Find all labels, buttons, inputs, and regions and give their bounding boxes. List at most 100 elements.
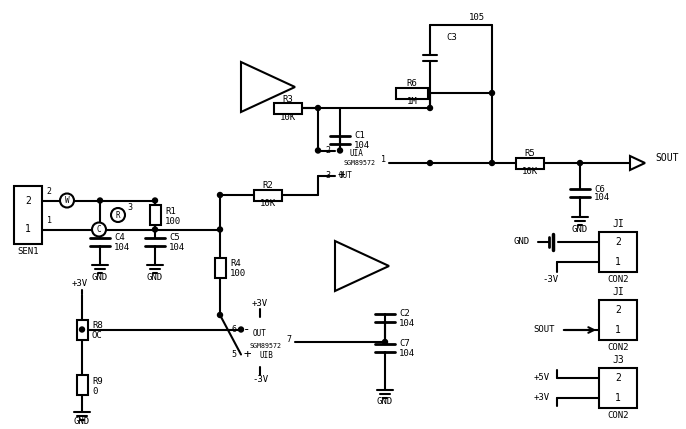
Text: 3: 3 (128, 202, 132, 211)
Text: 1: 1 (615, 325, 621, 335)
Bar (215, 258, 226, 278)
Text: C1: C1 (354, 132, 365, 141)
Circle shape (92, 223, 106, 236)
Text: GND: GND (74, 417, 90, 426)
Text: 2: 2 (615, 305, 621, 315)
Text: C6: C6 (594, 184, 605, 193)
Text: 2: 2 (615, 373, 621, 383)
Text: C3: C3 (447, 33, 458, 42)
Text: +: + (244, 348, 251, 361)
Text: 105: 105 (469, 12, 485, 21)
Text: 104: 104 (169, 242, 185, 251)
Circle shape (427, 106, 432, 111)
Text: 1: 1 (381, 155, 386, 164)
Text: 104: 104 (354, 141, 370, 149)
Text: 7: 7 (287, 335, 292, 344)
Text: R3: R3 (283, 94, 294, 103)
Bar (274, 103, 302, 114)
Text: GND: GND (572, 224, 588, 233)
Circle shape (97, 198, 102, 203)
Text: OUT: OUT (253, 329, 267, 338)
Circle shape (578, 160, 582, 166)
Text: 1: 1 (615, 393, 621, 403)
Text: SGM89572: SGM89572 (249, 343, 281, 349)
Bar (396, 88, 428, 99)
Text: CON2: CON2 (607, 411, 629, 420)
Text: C7: C7 (399, 339, 410, 348)
Circle shape (217, 312, 222, 317)
Text: +3V: +3V (252, 299, 268, 308)
Text: 6: 6 (231, 325, 237, 334)
Text: +3V: +3V (72, 280, 88, 288)
Text: 1: 1 (47, 216, 51, 225)
Text: -: - (338, 144, 345, 157)
Text: CON2: CON2 (607, 275, 629, 284)
Circle shape (490, 160, 495, 166)
Text: GND: GND (377, 398, 393, 407)
Text: 2: 2 (615, 237, 621, 247)
Text: 104: 104 (399, 348, 415, 357)
Bar (599, 368, 637, 408)
Text: 100: 100 (230, 269, 246, 278)
Bar (599, 232, 637, 272)
Text: 10K: 10K (260, 199, 276, 208)
Text: R2: R2 (263, 181, 274, 190)
Text: 100: 100 (165, 217, 181, 226)
Text: SGM89572: SGM89572 (343, 160, 375, 166)
Text: 1: 1 (25, 224, 31, 235)
Text: W: W (64, 196, 69, 205)
Text: UIA: UIA (349, 148, 363, 157)
Circle shape (152, 227, 158, 232)
Circle shape (217, 227, 222, 232)
Polygon shape (335, 241, 389, 291)
Text: +5V: +5V (534, 374, 550, 383)
Text: J3: J3 (612, 355, 624, 365)
Bar (599, 300, 637, 340)
Text: GND: GND (92, 272, 108, 281)
Text: R8: R8 (92, 321, 103, 330)
Bar (77, 320, 88, 340)
Text: +3V: +3V (534, 393, 550, 402)
Text: R: R (116, 211, 120, 220)
Circle shape (80, 327, 84, 332)
Bar (150, 205, 161, 225)
Circle shape (316, 148, 320, 153)
Text: 10K: 10K (280, 112, 296, 121)
Circle shape (217, 193, 222, 197)
Circle shape (490, 91, 495, 96)
Text: 1: 1 (615, 257, 621, 267)
Text: OUT: OUT (339, 170, 353, 179)
Text: GND: GND (147, 272, 163, 281)
Circle shape (60, 193, 74, 208)
Text: SOUT: SOUT (655, 153, 678, 163)
Text: 3: 3 (325, 171, 331, 180)
Text: OC: OC (92, 332, 103, 341)
Text: R9: R9 (92, 377, 103, 386)
Text: 2: 2 (25, 196, 31, 205)
Text: C4: C4 (114, 233, 125, 242)
Circle shape (111, 208, 125, 222)
Text: 0: 0 (92, 387, 97, 396)
Text: R6: R6 (407, 79, 417, 88)
Polygon shape (241, 62, 295, 112)
Text: C: C (97, 225, 102, 234)
Circle shape (338, 148, 342, 153)
Text: 2: 2 (47, 187, 51, 196)
Text: R1: R1 (165, 206, 176, 215)
Text: C2: C2 (399, 309, 410, 318)
Circle shape (316, 106, 320, 111)
Text: -3V: -3V (542, 275, 558, 284)
Text: C5: C5 (169, 233, 180, 242)
Text: R5: R5 (525, 149, 535, 158)
Circle shape (239, 327, 244, 332)
Bar (14, 186, 42, 244)
Circle shape (383, 339, 388, 344)
Text: JI: JI (612, 287, 624, 297)
Text: 2: 2 (325, 146, 331, 155)
Text: -3V: -3V (252, 375, 268, 384)
Text: CON2: CON2 (607, 344, 629, 353)
Text: -: - (244, 323, 251, 336)
Bar (254, 190, 282, 200)
Circle shape (427, 160, 432, 166)
Text: JI: JI (612, 219, 624, 229)
